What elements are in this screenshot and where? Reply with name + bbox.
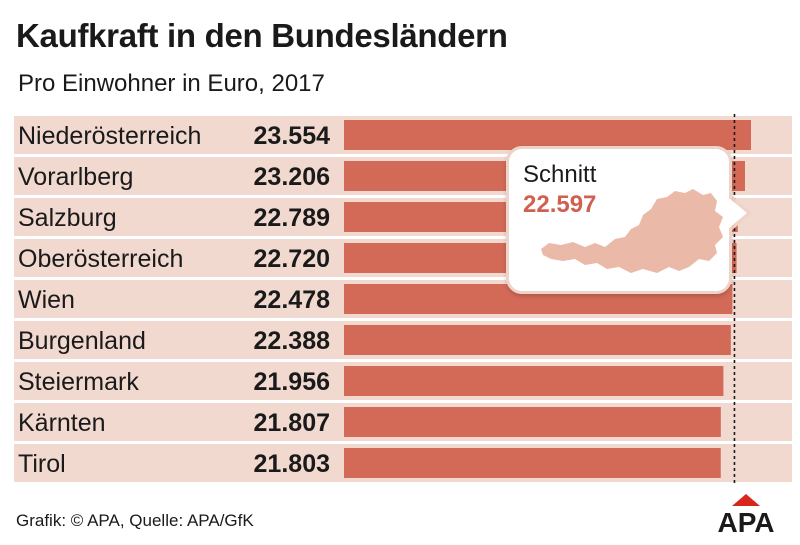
value-label: 22.720 (254, 245, 330, 273)
average-callout: Schnitt 22.597 (506, 146, 732, 294)
bar (344, 407, 721, 437)
category-label: Burgenland (18, 327, 146, 355)
value-label: 22.789 (254, 204, 330, 232)
category-label: Vorarlberg (18, 163, 133, 191)
value-label: 23.206 (254, 163, 330, 191)
average-value: 22.597 (523, 191, 597, 218)
bar (344, 366, 724, 396)
austria-map-icon (541, 189, 723, 273)
value-labels: 23.554 23.206 22.789 22.720 22.478 22.388 21.9… (254, 122, 331, 478)
value-label: 23.554 (254, 122, 331, 150)
value-label: 21.807 (254, 409, 330, 437)
category-label: Wien (18, 286, 75, 314)
apa-logo-roof (732, 494, 760, 506)
value-label: 22.478 (254, 286, 331, 314)
category-label: Niederösterreich (18, 122, 201, 150)
source-credit: Grafik: © APA, Quelle: APA/GfK (16, 511, 254, 530)
value-label: 22.388 (254, 327, 331, 355)
row-labels: Niederösterreich Vorarlberg Salzburg Oberös… (18, 122, 201, 478)
average-callout-pointer-fill (729, 198, 747, 228)
category-label: Salzburg (18, 204, 117, 232)
chart-subtitle: Pro Einwohner in Euro, 2017 (18, 70, 325, 97)
value-label: 21.956 (254, 368, 330, 396)
category-label: Tirol (18, 450, 66, 478)
bar (344, 448, 721, 478)
apa-logo: APA (717, 494, 775, 534)
average-label: Schnitt (523, 161, 597, 188)
category-label: Oberösterreich (18, 245, 183, 273)
category-label: Kärnten (18, 409, 106, 437)
value-label: 21.803 (254, 450, 330, 478)
category-label: Steiermark (18, 368, 139, 396)
bar (344, 325, 731, 355)
chart-title: Kaufkraft in den Bundesländern (16, 17, 508, 54)
apa-logo-text: APA (717, 507, 774, 534)
bar (344, 120, 751, 150)
